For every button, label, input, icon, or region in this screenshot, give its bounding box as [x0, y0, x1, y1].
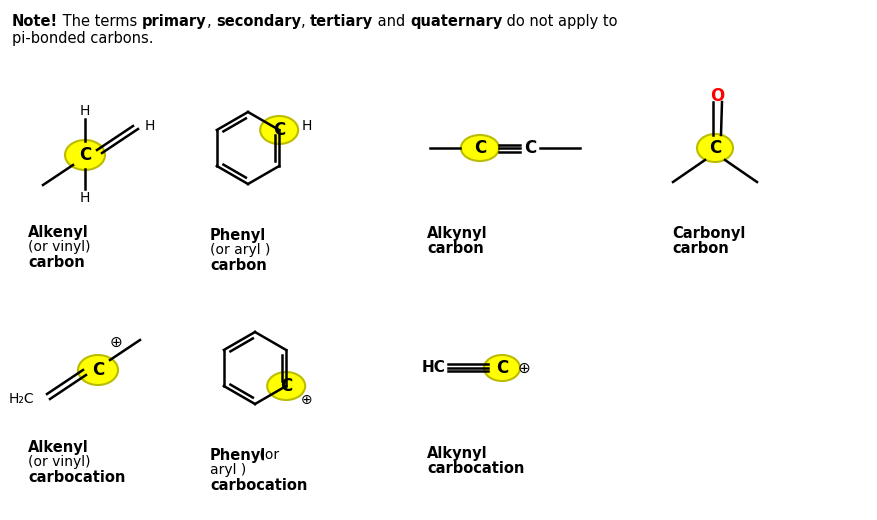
Text: Alkynyl: Alkynyl: [426, 226, 487, 241]
Text: aryl ): aryl ): [210, 463, 246, 477]
Text: tertiary: tertiary: [310, 14, 373, 29]
Text: C: C: [474, 139, 486, 157]
Text: carbon: carbon: [671, 241, 728, 256]
Text: H: H: [301, 119, 311, 133]
Text: H₂C: H₂C: [9, 392, 34, 406]
Text: Alkynyl: Alkynyl: [426, 446, 487, 461]
Text: (or vinyl): (or vinyl): [28, 240, 90, 254]
Ellipse shape: [78, 355, 118, 385]
Text: ⊕: ⊕: [300, 393, 311, 407]
Text: Alkenyl: Alkenyl: [28, 225, 89, 240]
Text: O: O: [709, 87, 724, 105]
Text: quaternary: quaternary: [410, 14, 502, 29]
Text: primary: primary: [142, 14, 206, 29]
Ellipse shape: [65, 140, 105, 170]
Text: ⊕: ⊕: [517, 360, 530, 375]
Text: HC: HC: [422, 360, 446, 375]
Text: H: H: [80, 191, 90, 205]
Ellipse shape: [483, 355, 519, 381]
Ellipse shape: [460, 135, 498, 161]
Text: Carbonyl: Carbonyl: [671, 226, 745, 241]
Text: C: C: [708, 139, 720, 157]
Text: Note!: Note!: [12, 14, 58, 29]
Text: H: H: [80, 104, 90, 118]
Text: ,: ,: [206, 14, 216, 29]
Text: do not apply to: do not apply to: [502, 14, 617, 29]
Text: C: C: [79, 146, 91, 164]
Text: ,: ,: [301, 14, 310, 29]
Text: (or: (or: [254, 448, 279, 462]
Text: (or vinyl): (or vinyl): [28, 455, 90, 469]
Text: C: C: [280, 377, 292, 395]
Text: Phenyl: Phenyl: [210, 448, 266, 463]
Text: carbocation: carbocation: [28, 470, 125, 485]
Text: carbon: carbon: [426, 241, 483, 256]
Ellipse shape: [267, 372, 305, 400]
Text: ⊕: ⊕: [110, 334, 122, 349]
Text: carbon: carbon: [210, 258, 267, 273]
Text: Alkenyl: Alkenyl: [28, 440, 89, 455]
Text: carbocation: carbocation: [426, 461, 524, 476]
Text: carbon: carbon: [28, 255, 85, 270]
Text: The terms: The terms: [58, 14, 142, 29]
Text: carbocation: carbocation: [210, 478, 307, 493]
Text: C: C: [496, 359, 508, 377]
Ellipse shape: [260, 116, 298, 144]
Text: H: H: [145, 119, 155, 133]
Text: C: C: [273, 121, 285, 139]
Text: and: and: [373, 14, 410, 29]
Text: C: C: [92, 361, 104, 379]
Text: secondary: secondary: [216, 14, 301, 29]
Text: pi-bonded carbons.: pi-bonded carbons.: [12, 31, 153, 46]
Text: Phenyl: Phenyl: [210, 228, 266, 243]
Ellipse shape: [696, 134, 732, 162]
Text: C: C: [524, 139, 536, 157]
Text: (or aryl ): (or aryl ): [210, 243, 270, 257]
